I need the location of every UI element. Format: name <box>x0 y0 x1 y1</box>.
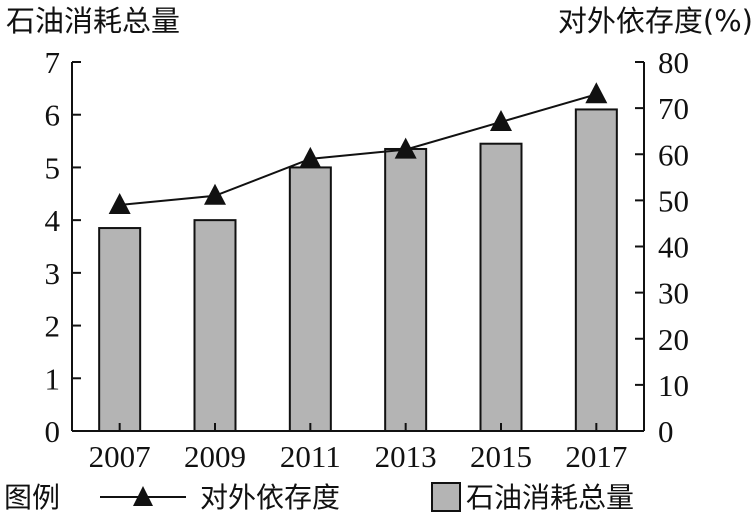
triangle-marker <box>585 82 608 104</box>
left-tick-label: 7 <box>45 45 61 80</box>
right-axis-ticks: 0 10 20 30 40 50 60 70 80 <box>635 45 689 449</box>
x-tick-label: 2015 <box>470 439 532 474</box>
bar <box>574 108 618 432</box>
left-tick-label: 6 <box>45 98 61 133</box>
triangle-marker <box>108 192 131 214</box>
left-tick-label: 1 <box>45 361 61 396</box>
legend: 图例 对外依存度 石油消耗总量 <box>4 481 634 514</box>
right-tick-label: 0 <box>658 414 674 449</box>
bar-series <box>98 108 618 433</box>
right-tick-label: 50 <box>658 183 689 218</box>
triangle-marker <box>394 137 417 159</box>
legend-item-bar: 石油消耗总量 <box>466 481 634 514</box>
legend-triangle-icon <box>133 486 153 506</box>
triangle-marker <box>490 109 512 131</box>
bar <box>288 166 332 433</box>
axes <box>71 62 645 432</box>
legend-bar-swatch <box>431 482 461 512</box>
right-tick-label: 10 <box>658 368 689 403</box>
line-path <box>119 93 597 206</box>
bar <box>479 142 523 432</box>
triangle-marker <box>204 183 226 205</box>
right-tick-label: 40 <box>658 230 689 265</box>
x-axis-ticks: 2007 2009 2011 2013 2015 2017 <box>89 423 627 474</box>
legend-title: 图例 <box>4 481 60 514</box>
x-tick-label: 2017 <box>565 439 627 474</box>
x-tick-label: 2009 <box>184 439 246 474</box>
bar <box>384 147 428 432</box>
right-tick-label: 70 <box>658 91 689 126</box>
x-tick-label: 2013 <box>375 439 437 474</box>
left-tick-label: 2 <box>45 309 61 344</box>
left-tick-label: 0 <box>45 414 61 449</box>
right-tick-label: 30 <box>658 276 689 311</box>
x-tick-label: 2011 <box>280 439 341 474</box>
right-tick-label: 20 <box>658 322 689 357</box>
left-tick-label: 5 <box>45 150 61 185</box>
triangle-marker <box>299 146 322 168</box>
right-tick-label: 80 <box>658 45 689 80</box>
x-tick-label: 2007 <box>89 439 151 474</box>
left-axis-ticks: 0 1 2 3 4 5 6 7 <box>45 45 81 449</box>
legend-item-line: 对外依存度 <box>200 481 340 514</box>
right-tick-label: 60 <box>658 137 689 172</box>
line-series <box>108 82 608 214</box>
right-axis-title: 对外依存度(%) <box>558 4 753 38</box>
bar <box>98 227 142 432</box>
left-tick-label: 3 <box>45 256 61 291</box>
left-axis-title: 石油消耗总量 <box>6 4 180 38</box>
bar <box>193 219 237 432</box>
left-tick-label: 4 <box>45 203 61 238</box>
